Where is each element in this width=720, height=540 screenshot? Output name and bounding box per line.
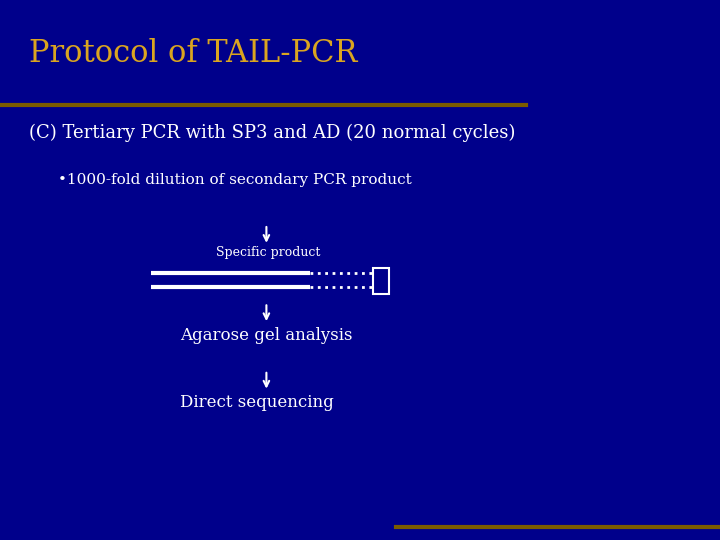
Text: Protocol of TAIL-PCR: Protocol of TAIL-PCR — [29, 38, 357, 69]
Text: Agarose gel analysis: Agarose gel analysis — [180, 327, 353, 343]
Bar — [373, 268, 389, 294]
Text: (C) Tertiary PCR with SP3 and AD (20 normal cycles): (C) Tertiary PCR with SP3 and AD (20 nor… — [29, 124, 516, 143]
Text: Direct sequencing: Direct sequencing — [180, 394, 334, 411]
Text: •1000-fold dilution of secondary PCR product: •1000-fold dilution of secondary PCR pro… — [58, 173, 411, 187]
Text: Specific product: Specific product — [216, 246, 320, 259]
